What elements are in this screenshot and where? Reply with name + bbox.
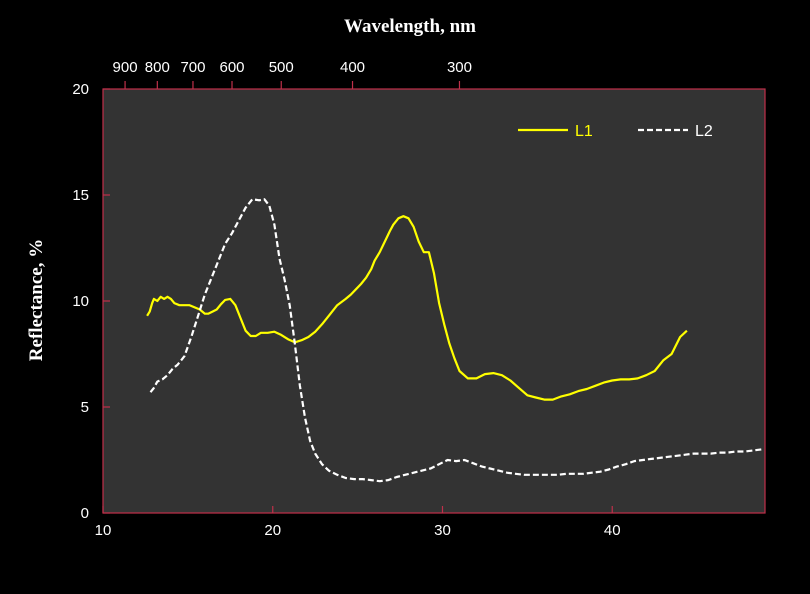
y-axis-ticks: 0 5 10 15 20: [72, 81, 110, 522]
top-tick-label: 500: [269, 59, 294, 76]
top-tick-label: 400: [340, 59, 365, 76]
top-tick-label: 900: [113, 59, 138, 76]
legend-label-l2: L2: [695, 123, 713, 140]
series-line-l2: [149, 198, 762, 483]
top-tick-label: 800: [145, 59, 170, 76]
plot-area: [102, 88, 766, 514]
top-tick-label: 700: [180, 59, 205, 76]
series-layer: [146, 198, 762, 483]
bottom-axis-ticks: 10 20 30 40: [95, 506, 621, 539]
series-line-l1: [146, 215, 688, 401]
bottom-tick-label: 20: [264, 522, 281, 539]
top-tick-label: 600: [219, 59, 244, 76]
top-tick-label: 300: [447, 59, 472, 76]
legend: L1 L2: [518, 123, 713, 140]
bottom-tick-label: 10: [95, 522, 112, 539]
y-tick-label: 15: [72, 187, 89, 204]
legend-label-l1: L1: [575, 123, 593, 140]
y-tick-label: 0: [81, 505, 89, 522]
top-axis-ticks: 900 800 700 600 500 400 300: [113, 59, 472, 89]
bottom-tick-label: 30: [434, 522, 451, 539]
y-tick-label: 5: [81, 399, 89, 416]
bottom-tick-label: 40: [604, 522, 621, 539]
y-axis-title: Reflectance, %: [26, 239, 47, 361]
y-tick-label: 10: [72, 293, 89, 310]
top-axis-title: Wavelength, nm: [344, 16, 476, 37]
y-tick-label: 20: [72, 81, 89, 98]
